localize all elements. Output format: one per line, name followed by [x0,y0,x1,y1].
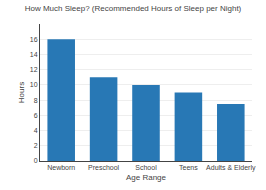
svg-text:Age Range: Age Range [126,173,167,182]
svg-text:14: 14 [30,51,38,58]
svg-text:How Much Sleep? (Recommended H: How Much Sleep? (Recommended Hours of Sl… [25,4,242,13]
svg-text:12: 12 [30,66,38,73]
svg-text:10: 10 [30,81,38,88]
svg-text:8: 8 [34,97,38,104]
svg-text:School: School [135,164,157,171]
svg-text:Teens: Teens [179,164,198,171]
svg-text:Hours: Hours [17,82,26,103]
svg-text:Newborn: Newborn [47,164,75,171]
svg-text:2: 2 [34,142,38,149]
svg-text:6: 6 [34,112,38,119]
svg-text:4: 4 [34,127,38,134]
svg-text:Adults & Elderly: Adults & Elderly [206,164,256,172]
svg-text:0: 0 [34,157,38,164]
svg-text:16: 16 [30,36,38,43]
svg-text:Preschool: Preschool [88,164,120,171]
